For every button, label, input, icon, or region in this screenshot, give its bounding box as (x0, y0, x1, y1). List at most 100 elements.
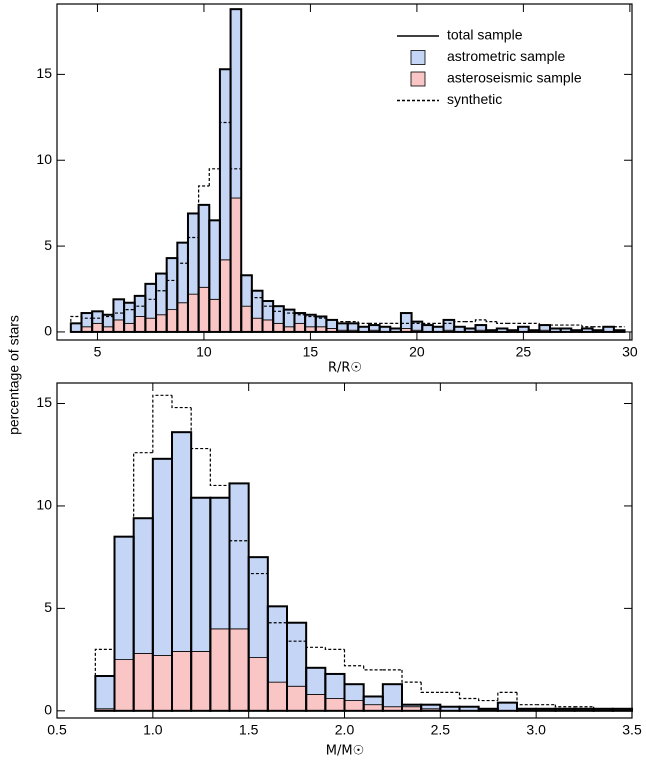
y-tick-label: 15 (36, 65, 52, 81)
synthetic-step (113, 536, 134, 650)
total-bar-outline (612, 329, 626, 333)
bar-segment (267, 605, 288, 683)
y-tick-label: 15 (36, 394, 52, 410)
synthetic-step (166, 279, 178, 291)
bar-segment (114, 536, 135, 661)
synthetic-step (144, 298, 157, 307)
bar-segment (267, 681, 288, 712)
bar-segment (283, 309, 295, 328)
synthetic-step (155, 290, 167, 300)
x-tick-label: 1.5 (239, 722, 259, 738)
synthetic-step (474, 319, 487, 322)
bar-segment (229, 628, 250, 712)
bar-segment (208, 219, 221, 300)
bar-segment (305, 667, 326, 695)
total-bar-outline (496, 701, 519, 712)
x-tick-label: 0.5 (47, 722, 67, 738)
bar-segment (251, 317, 263, 333)
synthetic-step (343, 649, 364, 667)
bar-segment (240, 274, 253, 307)
synthetic-step (593, 706, 613, 710)
total-bar-outline (591, 329, 605, 333)
bar-segment (382, 683, 403, 708)
bar-segment (133, 653, 154, 712)
bar-segment (113, 298, 125, 321)
x-tick-label: 2.0 (335, 722, 355, 738)
bar-segment (208, 298, 221, 333)
legend-swatch (410, 71, 426, 87)
bar-segment (133, 517, 154, 654)
bar-segment (155, 273, 168, 316)
bar-segment (190, 651, 211, 712)
bar-segment (305, 694, 326, 712)
bar-segment (209, 497, 230, 630)
synthetic-step (478, 698, 498, 702)
legend-label: synthetic (447, 91, 502, 107)
synthetic-step (420, 682, 441, 693)
bar-segment (294, 322, 306, 333)
synthetic-step (267, 573, 287, 624)
synthetic-step (112, 312, 125, 317)
bar-segment (190, 497, 211, 652)
synthetic-step (94, 648, 115, 711)
x-tick-label: 5 (94, 344, 102, 360)
bar-segment (94, 675, 115, 710)
bar-segment (198, 286, 210, 333)
bar-segment (230, 197, 242, 333)
bar-segment (443, 319, 455, 331)
bar-segment (187, 213, 200, 295)
total-bar-outline (506, 329, 520, 333)
x-axis-label: M/M☉ (326, 744, 364, 759)
synthetic-step (251, 275, 263, 299)
synthetic-step (176, 262, 188, 281)
bar-segment (123, 302, 136, 324)
x-tick-label: 3.5 (622, 722, 642, 738)
synthetic-step (134, 305, 146, 310)
bar-segment (187, 293, 200, 333)
bar-segment (363, 696, 384, 706)
synthetic-step (485, 319, 497, 323)
synthetic-step (325, 318, 338, 321)
legend-swatch (410, 50, 426, 65)
bar-segment (166, 309, 178, 333)
synthetic-step (357, 321, 369, 324)
synthetic-step (171, 395, 192, 409)
legend-label: astrometric sample (447, 48, 565, 64)
synthetic-step (102, 315, 114, 319)
bar-segment (152, 458, 173, 656)
total-bar-outline (527, 329, 541, 333)
bar-segment (262, 319, 274, 333)
synthetic-step (293, 313, 306, 316)
synthetic-step (209, 448, 230, 487)
bar-segment (344, 700, 365, 712)
bar-segment (113, 319, 125, 333)
synthetic-step (283, 311, 295, 314)
synthetic-step (315, 316, 327, 319)
synthetic-step (198, 185, 210, 238)
synthetic-step (190, 407, 211, 450)
x-tick-label: 15 (303, 344, 319, 360)
bar-segment (324, 698, 345, 712)
synthetic-step (496, 321, 508, 324)
y-tick-label: 10 (36, 497, 52, 513)
synthetic-step (305, 641, 326, 648)
bar-segment (325, 319, 338, 329)
bar-segment (324, 673, 345, 699)
bar-segment (70, 322, 82, 333)
x-axis-label: R/R☉ (328, 361, 362, 376)
bar-segment (91, 322, 104, 333)
bar-segment (134, 316, 146, 333)
synthetic-step (70, 315, 82, 332)
synthetic-step (208, 168, 220, 186)
legend-label: asteroseismic sample (447, 70, 582, 86)
total-bar-outline (570, 329, 583, 333)
legend-label: total sample (447, 27, 523, 43)
synthetic-step (554, 704, 575, 708)
bar-segment (209, 628, 230, 712)
total-bar-outline (485, 329, 498, 333)
bar-segment (171, 431, 192, 652)
synthetic-step (538, 323, 551, 326)
bar-segment (497, 702, 518, 712)
bar-segment (286, 622, 307, 687)
